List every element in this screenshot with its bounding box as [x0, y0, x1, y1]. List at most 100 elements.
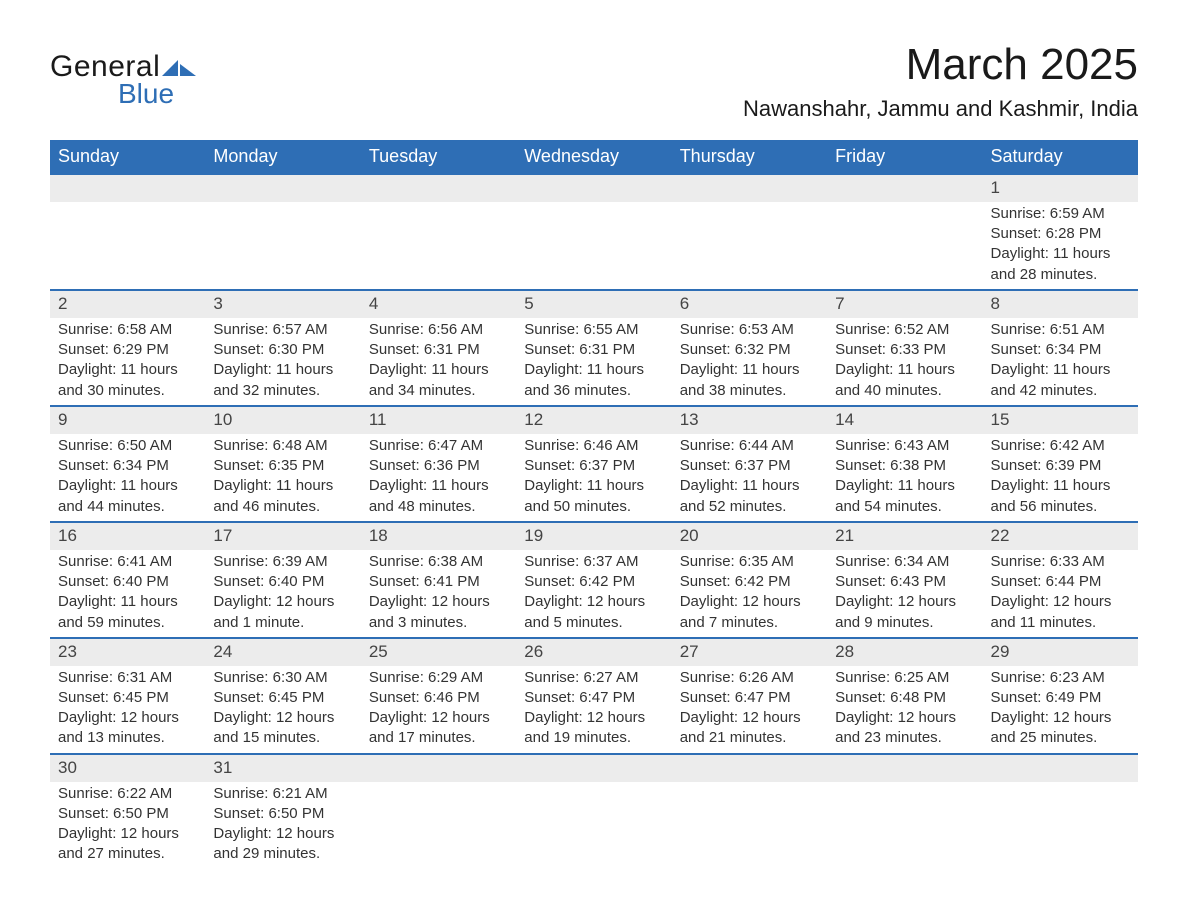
daylight-text: and 3 minutes. [369, 613, 508, 633]
daylight-text: and 38 minutes. [680, 381, 819, 401]
day-content-cell: Sunrise: 6:37 AMSunset: 6:42 PMDaylight:… [516, 550, 671, 638]
day-content-row: Sunrise: 6:50 AMSunset: 6:34 PMDaylight:… [50, 434, 1138, 522]
day-content-cell: Sunrise: 6:41 AMSunset: 6:40 PMDaylight:… [50, 550, 205, 638]
day-number-row: 16171819202122 [50, 522, 1138, 550]
daylight-text: Daylight: 12 hours [58, 824, 197, 844]
daylight-text: and 27 minutes. [58, 844, 197, 864]
day-number-cell: 25 [361, 638, 516, 666]
day-number-cell [361, 174, 516, 202]
daylight-text: Daylight: 11 hours [58, 476, 197, 496]
daylight-text: Daylight: 11 hours [524, 360, 663, 380]
sunset-text: Sunset: 6:28 PM [991, 224, 1130, 244]
sunset-text: Sunset: 6:38 PM [835, 456, 974, 476]
day-number-cell: 28 [827, 638, 982, 666]
day-number-cell: 8 [983, 290, 1138, 318]
daylight-text: Daylight: 12 hours [991, 592, 1130, 612]
daylight-text: and 1 minute. [213, 613, 352, 633]
day-number-cell: 4 [361, 290, 516, 318]
sunset-text: Sunset: 6:34 PM [58, 456, 197, 476]
day-number-cell: 26 [516, 638, 671, 666]
daylight-text: and 52 minutes. [680, 497, 819, 517]
daylight-text: Daylight: 11 hours [58, 592, 197, 612]
weekday-header: Wednesday [516, 140, 671, 174]
header: General Blue March 2025 Nawanshahr, Jamm… [50, 40, 1138, 122]
day-content-row: Sunrise: 6:31 AMSunset: 6:45 PMDaylight:… [50, 666, 1138, 754]
day-content-cell: Sunrise: 6:55 AMSunset: 6:31 PMDaylight:… [516, 318, 671, 406]
sunrise-text: Sunrise: 6:50 AM [58, 436, 197, 456]
day-content-row: Sunrise: 6:22 AMSunset: 6:50 PMDaylight:… [50, 782, 1138, 869]
sunrise-text: Sunrise: 6:25 AM [835, 668, 974, 688]
day-number-cell [827, 754, 982, 782]
sunrise-text: Sunrise: 6:23 AM [991, 668, 1130, 688]
day-content-cell: Sunrise: 6:57 AMSunset: 6:30 PMDaylight:… [205, 318, 360, 406]
daylight-text: and 40 minutes. [835, 381, 974, 401]
day-content-cell: Sunrise: 6:59 AMSunset: 6:28 PMDaylight:… [983, 202, 1138, 290]
daylight-text: Daylight: 12 hours [213, 592, 352, 612]
day-number-cell: 5 [516, 290, 671, 318]
sunset-text: Sunset: 6:42 PM [680, 572, 819, 592]
sunset-text: Sunset: 6:37 PM [680, 456, 819, 476]
day-number-row: 23242526272829 [50, 638, 1138, 666]
daylight-text: and 59 minutes. [58, 613, 197, 633]
day-content-cell: Sunrise: 6:43 AMSunset: 6:38 PMDaylight:… [827, 434, 982, 522]
daylight-text: and 56 minutes. [991, 497, 1130, 517]
sunset-text: Sunset: 6:48 PM [835, 688, 974, 708]
daylight-text: and 44 minutes. [58, 497, 197, 517]
weekday-header: Monday [205, 140, 360, 174]
day-content-cell: Sunrise: 6:29 AMSunset: 6:46 PMDaylight:… [361, 666, 516, 754]
daylight-text: Daylight: 12 hours [835, 708, 974, 728]
sunset-text: Sunset: 6:33 PM [835, 340, 974, 360]
daylight-text: Daylight: 12 hours [680, 708, 819, 728]
day-content-cell [516, 202, 671, 290]
day-content-cell [516, 782, 671, 869]
day-number-cell: 19 [516, 522, 671, 550]
logo-triangle-icon [162, 54, 196, 81]
day-number-cell: 12 [516, 406, 671, 434]
day-number-cell [516, 754, 671, 782]
calendar-table: SundayMondayTuesdayWednesdayThursdayFrid… [50, 140, 1138, 869]
day-number-cell: 2 [50, 290, 205, 318]
daylight-text: and 23 minutes. [835, 728, 974, 748]
daylight-text: and 25 minutes. [991, 728, 1130, 748]
daylight-text: Daylight: 11 hours [835, 360, 974, 380]
day-content-cell [361, 782, 516, 869]
sunset-text: Sunset: 6:42 PM [524, 572, 663, 592]
day-number-cell: 1 [983, 174, 1138, 202]
day-content-cell: Sunrise: 6:22 AMSunset: 6:50 PMDaylight:… [50, 782, 205, 869]
day-number-row: 1 [50, 174, 1138, 202]
day-number-row: 2345678 [50, 290, 1138, 318]
sunrise-text: Sunrise: 6:59 AM [991, 204, 1130, 224]
sunrise-text: Sunrise: 6:55 AM [524, 320, 663, 340]
daylight-text: and 42 minutes. [991, 381, 1130, 401]
daylight-text: Daylight: 12 hours [369, 708, 508, 728]
daylight-text: and 11 minutes. [991, 613, 1130, 633]
daylight-text: and 36 minutes. [524, 381, 663, 401]
daylight-text: and 48 minutes. [369, 497, 508, 517]
day-number-cell: 27 [672, 638, 827, 666]
day-number-cell: 29 [983, 638, 1138, 666]
sunset-text: Sunset: 6:46 PM [369, 688, 508, 708]
day-content-cell: Sunrise: 6:21 AMSunset: 6:50 PMDaylight:… [205, 782, 360, 869]
weekday-header: Saturday [983, 140, 1138, 174]
day-content-cell: Sunrise: 6:33 AMSunset: 6:44 PMDaylight:… [983, 550, 1138, 638]
sunrise-text: Sunrise: 6:22 AM [58, 784, 197, 804]
sunrise-text: Sunrise: 6:27 AM [524, 668, 663, 688]
sunset-text: Sunset: 6:36 PM [369, 456, 508, 476]
day-content-cell: Sunrise: 6:25 AMSunset: 6:48 PMDaylight:… [827, 666, 982, 754]
sunrise-text: Sunrise: 6:31 AM [58, 668, 197, 688]
day-content-cell [983, 782, 1138, 869]
sunset-text: Sunset: 6:31 PM [369, 340, 508, 360]
daylight-text: and 46 minutes. [213, 497, 352, 517]
daylight-text: Daylight: 11 hours [213, 360, 352, 380]
daylight-text: Daylight: 12 hours [213, 824, 352, 844]
sunset-text: Sunset: 6:35 PM [213, 456, 352, 476]
day-content-cell: Sunrise: 6:39 AMSunset: 6:40 PMDaylight:… [205, 550, 360, 638]
day-number-cell [672, 754, 827, 782]
sunrise-text: Sunrise: 6:30 AM [213, 668, 352, 688]
sunset-text: Sunset: 6:49 PM [991, 688, 1130, 708]
day-number-cell: 18 [361, 522, 516, 550]
daylight-text: Daylight: 12 hours [524, 708, 663, 728]
day-content-cell: Sunrise: 6:51 AMSunset: 6:34 PMDaylight:… [983, 318, 1138, 406]
day-content-cell: Sunrise: 6:27 AMSunset: 6:47 PMDaylight:… [516, 666, 671, 754]
daylight-text: Daylight: 12 hours [58, 708, 197, 728]
